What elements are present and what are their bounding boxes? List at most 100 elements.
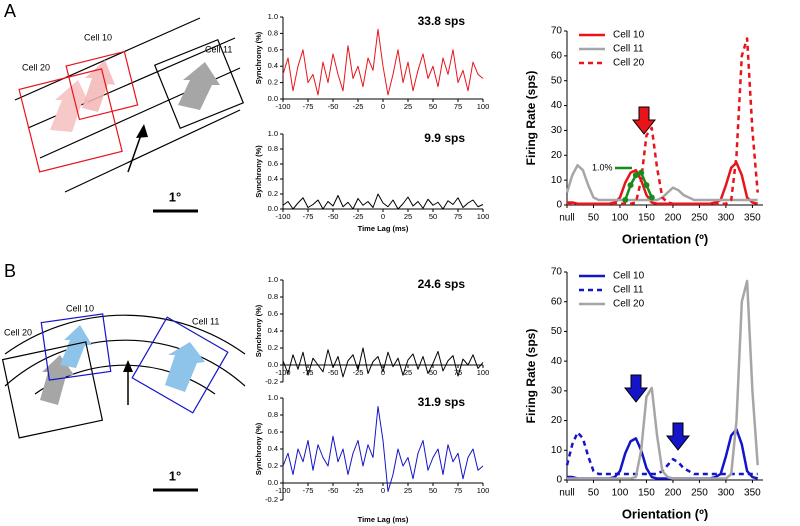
series-line <box>282 347 484 378</box>
x-tick-label: 150 <box>638 213 655 224</box>
chart-title: 31.9 sps <box>418 395 466 409</box>
y-tick-label: 0.6 <box>268 159 278 168</box>
y-axis-label: Synchrony (%) <box>254 31 263 84</box>
y-tick-label: 50 <box>551 326 563 337</box>
x-tick-label: 75 <box>454 102 462 111</box>
x-tick-label: 50 <box>429 102 437 111</box>
marker <box>632 172 639 179</box>
x-tick-label: -75 <box>303 102 314 111</box>
series-line <box>567 37 759 206</box>
y-axis-label: Synchrony (%) <box>254 422 263 475</box>
x-tick-label: null <box>559 488 575 499</box>
y-tick-label: 0 <box>556 475 562 486</box>
x-tick-label: -100 <box>275 486 290 495</box>
y-tick-label: 20 <box>551 415 563 426</box>
legend-label: Cell 10 <box>613 271 645 282</box>
annotation: 1.0% <box>592 162 613 172</box>
y-tick-label: 0.4 <box>268 326 278 335</box>
chart-title: 24.6 sps <box>418 277 466 291</box>
y-tick-label: 0.4 <box>268 444 278 453</box>
x-tick-label: 0 <box>381 212 385 221</box>
y-tick-label: 0.6 <box>268 45 278 54</box>
y-axis-label: Firing Rate (sps) <box>524 71 538 166</box>
marker <box>627 182 634 189</box>
legend-label: Cell 11 <box>613 44 644 55</box>
marker <box>622 197 629 204</box>
scale-label: 1° <box>169 468 181 483</box>
marker <box>643 182 650 189</box>
rf-box <box>131 316 229 414</box>
x-tick-label: null <box>559 213 575 224</box>
y-tick-label: 0.4 <box>268 174 278 183</box>
x-tick-label: -100 <box>275 368 290 377</box>
y-tick-label: 0.0 <box>268 360 278 369</box>
x-tick-label: 0 <box>381 368 385 377</box>
x-tick-label: 100 <box>612 213 629 224</box>
y-tick-label: 0.0 <box>268 478 278 487</box>
x-tick-label: -50 <box>328 212 339 221</box>
x-tick-label: -50 <box>328 486 339 495</box>
orientation-arrow <box>623 374 649 403</box>
x-tick-label: 75 <box>454 486 462 495</box>
x-axis-label: Time Lag (ms) <box>358 224 409 233</box>
y-tick-label: 0.2 <box>268 343 278 352</box>
x-tick-label: 25 <box>404 212 412 221</box>
cell-label: Cell 11 <box>205 44 232 54</box>
y-tick-label: 0.2 <box>268 461 278 470</box>
rf-arrow <box>82 60 115 112</box>
x-tick-label: 25 <box>404 102 412 111</box>
x-tick-label: 150 <box>638 488 655 499</box>
contour-arc <box>4 339 246 387</box>
y-tick-label: 70 <box>551 267 563 278</box>
marker <box>638 169 645 176</box>
y-tick-label: 0.6 <box>268 309 278 318</box>
x-tick-label: 100 <box>477 102 490 111</box>
y-axis-label: Synchrony (%) <box>254 145 263 198</box>
x-tick-label: 200 <box>665 213 682 224</box>
x-tick-label: -75 <box>303 212 314 221</box>
x-tick-label: 75 <box>454 368 462 377</box>
x-axis-label: Orientation (º) <box>622 506 708 521</box>
diagram-a: A Cell 10 Cell 20 Cell 11 1° <box>4 1 245 213</box>
contour-line <box>64 109 241 193</box>
x-tick-label: 250 <box>691 488 708 499</box>
series-line <box>282 193 484 210</box>
series-line <box>282 406 484 492</box>
y-tick-label: 1.0 <box>268 129 278 138</box>
pointer-arrow-head <box>136 124 148 138</box>
pointer-arrow <box>127 131 143 173</box>
orientation-arrow <box>665 422 691 451</box>
x-tick-label: 300 <box>718 213 735 224</box>
x-tick-label: 100 <box>477 486 490 495</box>
panel-label: A <box>4 1 16 21</box>
rf-box <box>40 313 112 381</box>
y-tick-label: 0.8 <box>268 144 278 153</box>
y-tick-label: 10 <box>551 175 563 186</box>
diagram-b: B Cell 10 Cell 20 Cell 11 1° <box>1 261 246 492</box>
y-tick-label: 0.4 <box>268 61 278 70</box>
x-tick-label: -100 <box>275 212 290 221</box>
x-tick-label: -50 <box>328 102 339 111</box>
cell-label: Cell 20 <box>22 62 50 72</box>
x-tick-label: 50 <box>588 213 600 224</box>
cell-label: Cell 10 <box>66 303 94 313</box>
x-tick-label: -25 <box>353 368 364 377</box>
x-tick-label: -75 <box>303 486 314 495</box>
y-tick-label: -0.2 <box>265 495 278 504</box>
y-tick-label: 60 <box>551 50 563 61</box>
legend-label: Cell 20 <box>613 58 645 69</box>
x-tick-label: -25 <box>353 212 364 221</box>
x-tick-label: 100 <box>612 488 629 499</box>
legend-label: Cell 20 <box>613 299 645 310</box>
y-tick-label: 40 <box>551 356 563 367</box>
rf-box <box>18 68 123 173</box>
rf-box <box>1 341 104 439</box>
x-tick-label: 75 <box>454 212 462 221</box>
y-tick-label: 0.8 <box>268 28 278 37</box>
chart-title: 9.9 sps <box>424 131 465 145</box>
y-tick-label: 0.0 <box>268 204 278 213</box>
y-tick-label: 70 <box>551 26 563 37</box>
x-tick-label: 300 <box>718 488 735 499</box>
scale-label: 1° <box>169 189 181 204</box>
